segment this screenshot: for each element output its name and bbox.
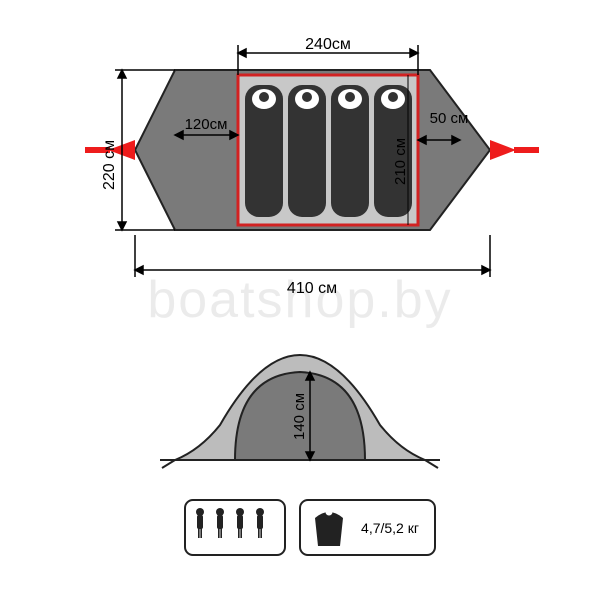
entry-arrow-right [490,140,539,160]
tent-side-view: 140 см [0,340,600,480]
dim-inner-depth-label: 210 см [392,138,409,185]
dim-inner-width-label: 240см [305,36,351,53]
weight-label: 4,7/5,2 кг [361,520,419,536]
sleeping-bags [245,83,412,220]
guy-line-right [425,460,438,468]
dim-vestibule-left-label: 120см [185,116,228,133]
dim-width-label: 410 см [287,280,337,297]
guy-line-left [162,460,175,468]
dim-height-label: 220 см [101,140,118,190]
tent-top-view: 240см 120см 50 см 210 см 220 см 410 см [0,35,600,355]
dim-side-height-label: 140 см [291,393,308,440]
dim-vestibule-right-label: 50 см [430,110,469,127]
spec-boxes: 4,7/5,2 кг [0,490,600,570]
dim-width [135,235,490,277]
